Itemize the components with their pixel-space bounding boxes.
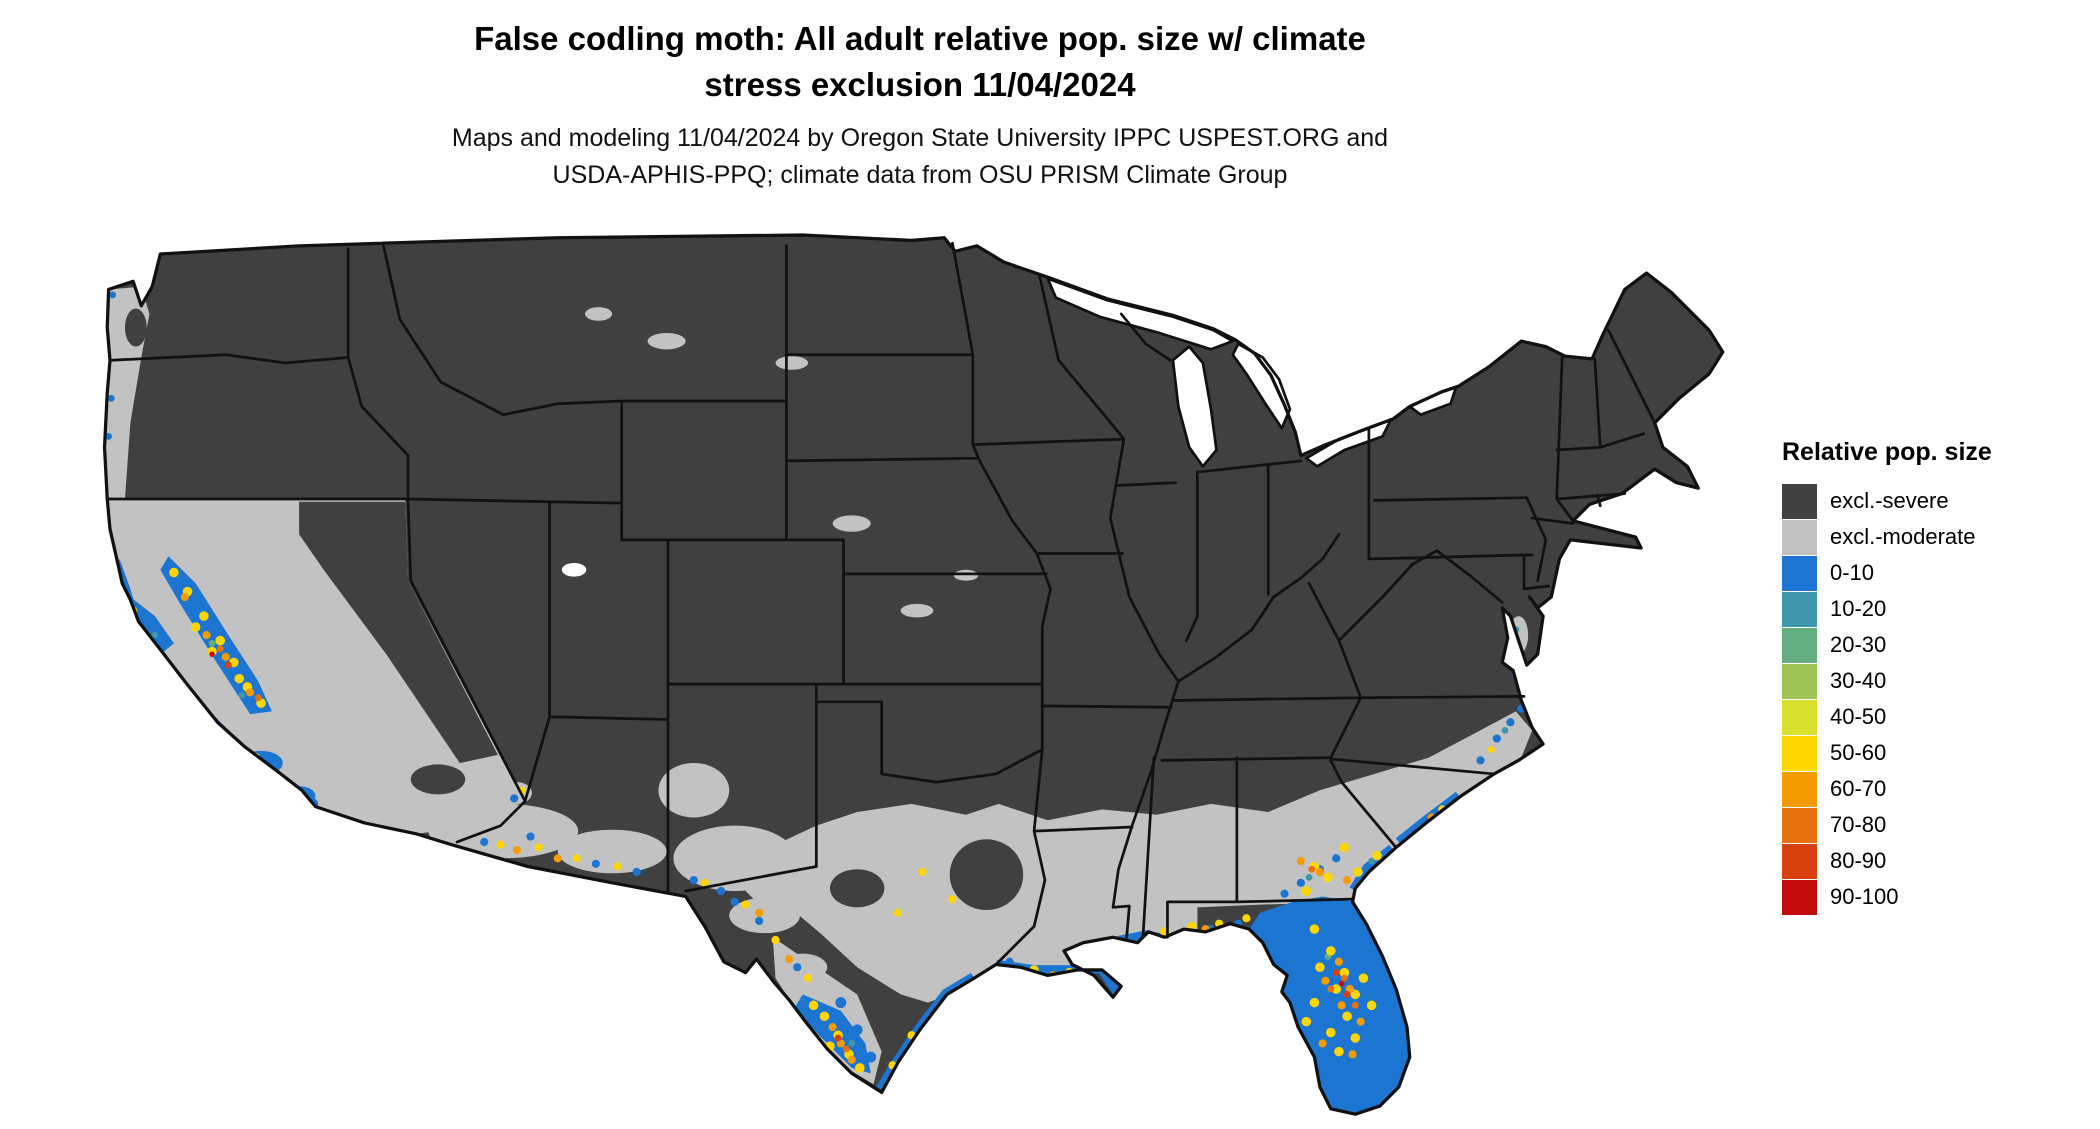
- legend-swatch: [1782, 843, 1817, 879]
- legend-row: excl.-severe: [1782, 483, 2082, 519]
- legend-swatch: [1782, 627, 1817, 663]
- map-header: False codling moth: All adult relative p…: [0, 16, 1840, 194]
- legend-row: 20-30: [1782, 627, 2082, 663]
- legend-title: Relative pop. size: [1782, 438, 1992, 466]
- great-salt-lake: [561, 562, 587, 577]
- us-map-container: [95, 232, 1735, 1124]
- legend-swatch: [1782, 735, 1817, 771]
- legend-row: 40-50: [1782, 699, 2082, 735]
- legend-label: 30-40: [1830, 668, 1887, 693]
- map-title-line1: False codling moth: All adult relative p…: [474, 20, 1366, 57]
- map-subtitle-line2: USDA-APHIS-PPQ; climate data from OSU PR…: [552, 161, 1288, 189]
- legend-label: 70-80: [1830, 812, 1887, 837]
- legend-row: 60-70: [1782, 771, 2082, 807]
- legend-swatch: [1782, 483, 1817, 519]
- state-boundaries: [105, 241, 1657, 966]
- legend-label: excl.-severe: [1830, 488, 1949, 513]
- legend-label: excl.-moderate: [1830, 524, 1976, 549]
- lake-michigan: [1171, 345, 1218, 468]
- legend-swatch: [1782, 771, 1817, 807]
- legend-label: 0-10: [1830, 560, 1875, 585]
- map-title: False codling moth: All adult relative p…: [0, 16, 1840, 108]
- legend-swatch: [1782, 879, 1817, 915]
- legend-entries: excl.-severe excl.-moderate 0-10 10-20 20-30…: [1782, 483, 2082, 915]
- legend-row: 10-20: [1782, 591, 2082, 627]
- map-title-line2: stress exclusion 11/04/2024: [704, 66, 1136, 103]
- legend-row: 30-40: [1782, 663, 2082, 699]
- green-specks: [208, 639, 1332, 960]
- legend-row: 0-10: [1782, 555, 2082, 591]
- map-subtitle-line1: Maps and modeling 11/04/2024 by Oregon S…: [451, 124, 1389, 152]
- legend-swatch: [1782, 519, 1817, 555]
- legend-swatch: [1782, 807, 1817, 843]
- legend-row: 70-80: [1782, 807, 2082, 843]
- legend-row: 50-60: [1782, 735, 2082, 771]
- legend-label: 40-50: [1830, 704, 1887, 729]
- map-subtitle: Maps and modeling 11/04/2024 by Oregon S…: [0, 120, 1840, 194]
- legend-swatch: [1782, 555, 1817, 591]
- legend-label: 50-60: [1830, 740, 1887, 765]
- red-specks: [224, 661, 1351, 1042]
- legend-label: 90-100: [1830, 884, 1899, 909]
- us-map: [102, 233, 1725, 1116]
- legend-label: 60-70: [1830, 776, 1887, 801]
- legend-label: 80-90: [1830, 848, 1887, 873]
- lake-huron: [1231, 342, 1292, 430]
- deep-orange-specks: [216, 645, 1359, 1053]
- us-outline: [102, 233, 1725, 1116]
- legend-row: excl.-moderate: [1782, 519, 2082, 555]
- severe-patches: [124, 308, 1024, 911]
- legend-swatch: [1782, 663, 1817, 699]
- legend-row: 90-100: [1782, 879, 2082, 915]
- legend-label: 10-20: [1830, 596, 1887, 621]
- legend-swatch: [1782, 699, 1817, 735]
- legend-row: 80-90: [1782, 843, 2082, 879]
- legend-label: 20-30: [1830, 632, 1887, 657]
- legend: Relative pop. size excl.-severe excl.-mod…: [1782, 438, 2082, 915]
- legend-swatch: [1782, 591, 1817, 627]
- dark-red-specks: [209, 651, 1345, 987]
